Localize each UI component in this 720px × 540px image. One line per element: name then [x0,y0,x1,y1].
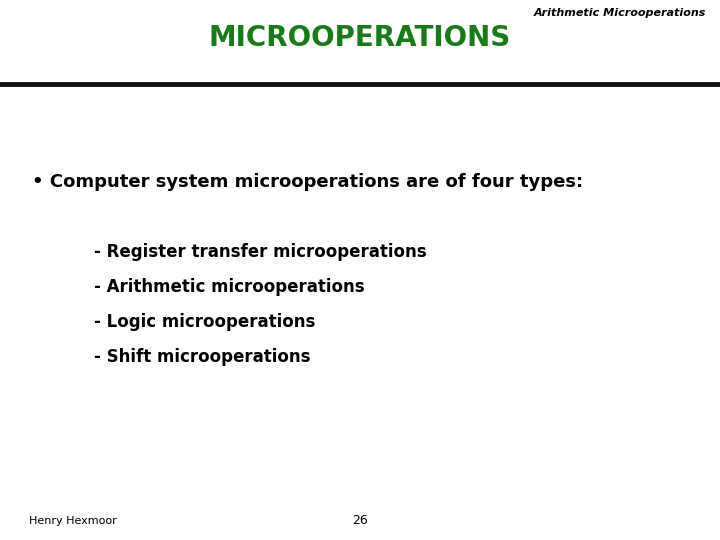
Text: Arithmetic Microoperations: Arithmetic Microoperations [534,8,706,18]
Text: MICROOPERATIONS: MICROOPERATIONS [209,24,511,52]
Text: 26: 26 [352,514,368,526]
Text: - Logic microoperations: - Logic microoperations [94,313,315,331]
Text: - Shift microoperations: - Shift microoperations [94,348,310,366]
Text: • Computer system microoperations are of four types:: • Computer system microoperations are of… [32,173,583,191]
Text: - Register transfer microoperations: - Register transfer microoperations [94,243,426,261]
Text: Henry Hexmoor: Henry Hexmoor [29,516,117,526]
Text: - Arithmetic microoperations: - Arithmetic microoperations [94,278,364,296]
